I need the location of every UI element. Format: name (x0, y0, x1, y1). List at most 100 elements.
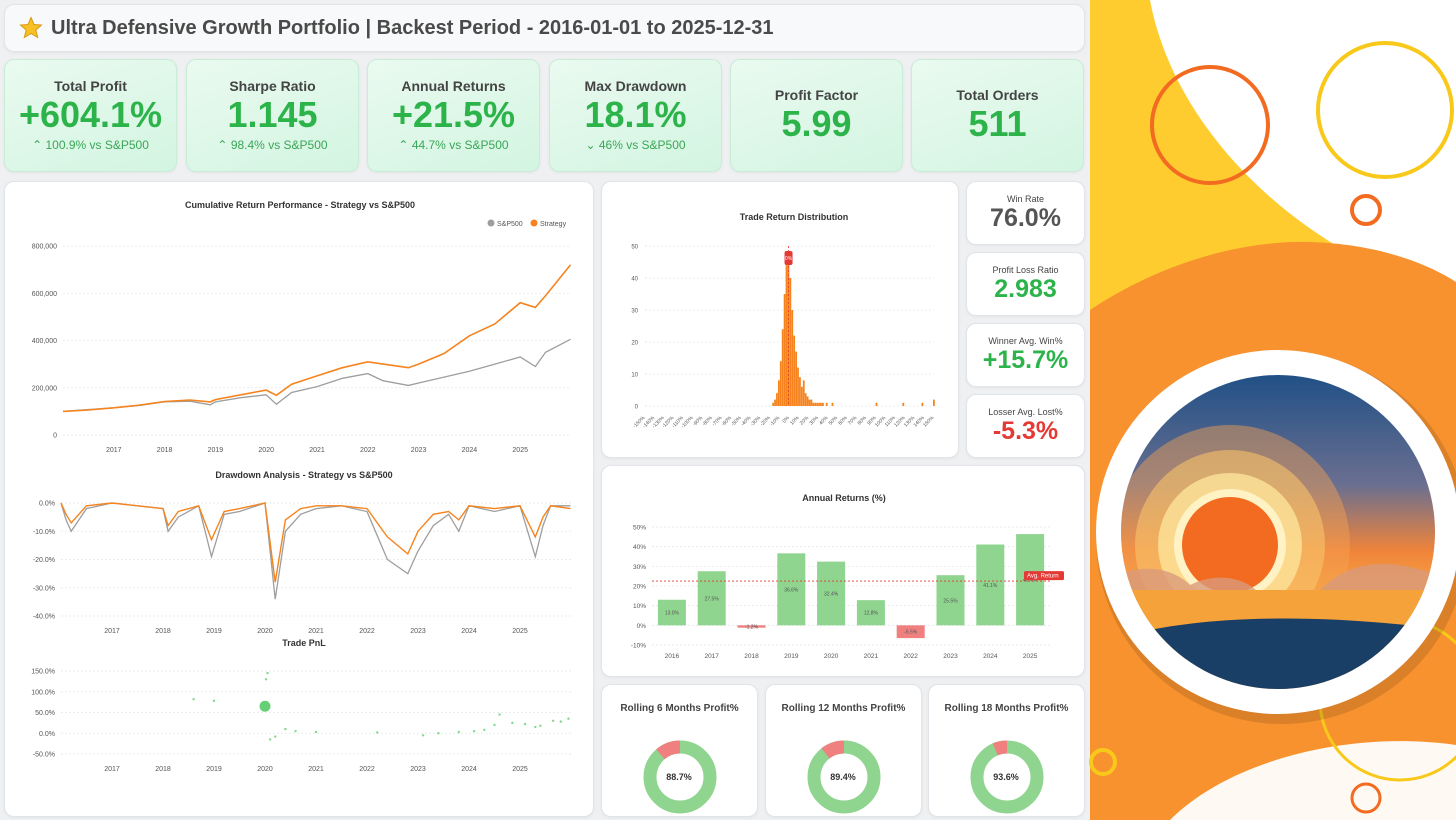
bar-value-label: 13.0% (665, 611, 680, 617)
bar-value-label: 25.5% (943, 598, 958, 604)
year-tick: 2023 (410, 628, 426, 635)
stat-profit-loss-ratio: Profit Loss Ratio 2.983 (966, 252, 1085, 316)
year-tick: 2019 (206, 628, 222, 635)
kpi-value: +604.1% (18, 94, 163, 135)
kpi-value: +21.5% (391, 94, 516, 135)
x-tick: 2019 (784, 653, 799, 660)
stat-label: Losser Avg. Lost% (988, 407, 1063, 417)
y-tick: 20 (631, 341, 638, 347)
donut-loss-slice (807, 740, 881, 814)
x-tick: 40% (818, 415, 830, 427)
year-tick: 2024 (461, 766, 477, 773)
kpi-label: Max Drawdown (584, 78, 687, 94)
y-tick: 30% (633, 564, 646, 571)
year-tick: 2021 (308, 628, 324, 635)
x-tick: 2021 (864, 653, 879, 660)
decor-ring-tiny (1089, 748, 1117, 776)
year-tick: 2025 (512, 766, 528, 773)
year-tick: 2024 (461, 628, 477, 635)
decorative-sunset-artwork (1089, 0, 1456, 820)
year-tick: 2018 (157, 447, 173, 454)
kpi-label: Total Orders (956, 87, 1039, 103)
histogram-bar (921, 402, 924, 406)
annual-bar (777, 553, 806, 626)
y-tick: 150.0% (31, 669, 55, 676)
year-tick: 2024 (462, 447, 478, 454)
histogram-bar (820, 402, 822, 406)
rolling-12m-donut: 89.4% (807, 740, 881, 814)
x-tick: 70% (847, 415, 859, 427)
bar-value-label: -1.2% (745, 625, 759, 631)
histogram-bar (787, 252, 790, 406)
x-tick: -10% (769, 415, 782, 428)
y-tick: 50 (631, 245, 638, 251)
histogram-bar (795, 351, 797, 406)
annual-bar (697, 571, 726, 626)
stat-label: Profit Loss Ratio (992, 265, 1059, 275)
year-tick: 2021 (309, 447, 325, 454)
year-tick: 2025 (512, 447, 528, 454)
x-tick: 90% (866, 415, 878, 427)
y-tick: 800,000 (32, 244, 57, 251)
distribution-chart: Trade Return Distribution 50 40 30 20 10 0 0%… (631, 212, 936, 430)
kpi-value: 18.1% (584, 94, 687, 135)
trade-point (483, 728, 486, 732)
y-tick: -50.0% (33, 752, 55, 759)
rolling-12m-title: Rolling 12 Months Profit% (781, 703, 906, 714)
kpi-value: 1.145 (227, 94, 318, 135)
stat-loser-avg-loss: Losser Avg. Lost% -5.3% (966, 394, 1085, 458)
average-return-tag (1024, 571, 1064, 581)
y-tick: 0 (53, 433, 57, 440)
trade-point (284, 727, 287, 731)
x-tick: 2016 (665, 653, 680, 660)
drawdown-strategy-line (60, 502, 571, 583)
stat-value: -5.3% (992, 417, 1059, 445)
y-tick: 10% (633, 603, 646, 610)
y-tick: -40.0% (33, 614, 55, 621)
trade-point (266, 671, 269, 675)
bar-value-label: 46.4% (1023, 578, 1038, 584)
legend-sp500-label: S&P500 (497, 221, 523, 228)
x-tick: 2020 (824, 653, 839, 660)
y-tick: 40 (631, 277, 638, 283)
kpi-total-profit: Total Profit +604.1% ⌃ 100.9% vs S&P500 (4, 59, 177, 172)
x-tick: 30% (808, 415, 820, 427)
cumulative-strategy-line (62, 264, 572, 413)
histogram-bar (875, 402, 878, 406)
trade-pnl-title: Trade PnL (282, 638, 326, 648)
kpi-value: 5.99 (781, 103, 852, 144)
rolling-18m-title: Rolling 18 Months Profit% (944, 703, 1069, 714)
histogram-bar (804, 393, 807, 406)
rolling-6m-donut: 88.7% (643, 740, 717, 814)
trade-point (534, 725, 537, 729)
histogram-bar (793, 335, 796, 406)
y-tick: 0.0% (39, 501, 55, 508)
trade-point (268, 738, 272, 741)
y-tick: -10% (631, 643, 646, 650)
trade-point (192, 698, 195, 701)
legend-strategy-swatch (530, 219, 538, 227)
year-tick: 2019 (206, 766, 222, 773)
annual-bar (737, 625, 766, 628)
bar-value-label: 12.8% (864, 611, 879, 617)
trade-point (493, 723, 496, 727)
kpi-label: Sharpe Ratio (229, 78, 316, 94)
histogram-bar (831, 402, 834, 406)
decor-ring-orange (1150, 65, 1270, 185)
kpi-max-drawdown: Max Drawdown 18.1% ⌄ 46% vs S&P500 (549, 59, 722, 172)
x-tick: 150% (922, 415, 936, 429)
rolling-18m-panel: Rolling 18 Months Profit% 93.6% (928, 684, 1085, 817)
y-tick: 400,000 (32, 338, 57, 345)
x-tick: 10% (789, 415, 801, 427)
y-tick: -30.0% (33, 585, 55, 592)
rolling-18m-donut: 93.6% (970, 740, 1044, 814)
bar-value-label: 27.5% (705, 596, 720, 602)
histogram-bar (777, 380, 780, 406)
year-tick: 2020 (258, 447, 274, 454)
cumulative-chart-title: Cumulative Return Performance - Strategy… (185, 200, 415, 210)
rolling-6m-value: 88.7% (666, 772, 692, 782)
kpi-sharpe-ratio: Sharpe Ratio 1.145 ⌃ 98.4% vs S&P500 (186, 59, 359, 172)
rolling-18m-value: 93.6% (993, 772, 1019, 782)
page-title: Ultra Defensive Growth Portfolio | Backe… (51, 16, 774, 39)
histogram-bar (800, 386, 803, 406)
